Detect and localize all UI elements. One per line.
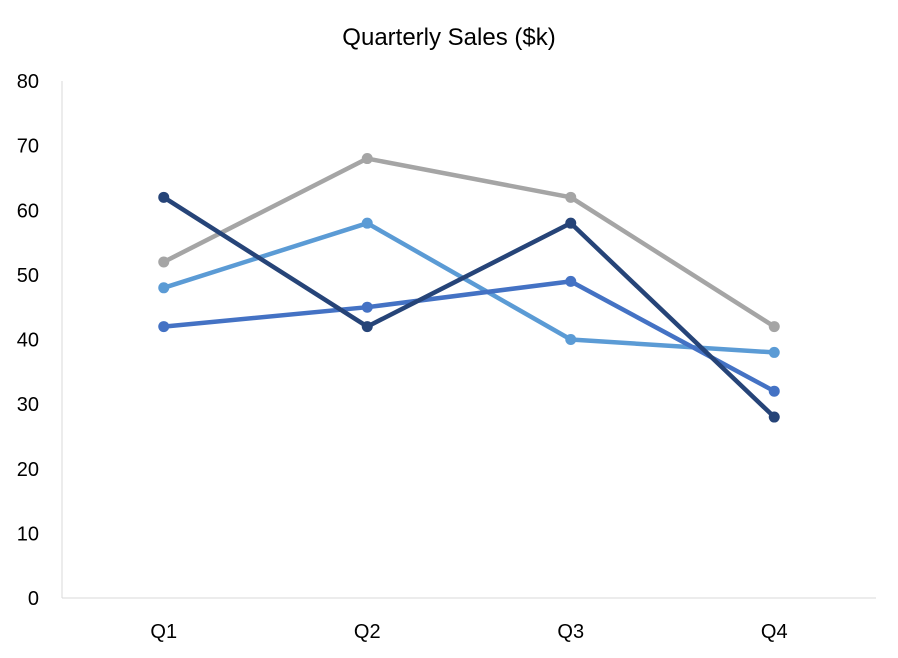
x-tick-label: Q4	[761, 621, 788, 643]
series-line	[161, 156, 777, 329]
data-point	[768, 411, 780, 423]
chart-title: Quarterly Sales ($k)	[342, 24, 555, 51]
data-point	[768, 385, 780, 397]
series-2	[158, 217, 780, 358]
x-tick-label: Q1	[150, 621, 177, 643]
x-tick-label: Q3	[557, 621, 584, 643]
x-tick-label: Q2	[354, 621, 381, 643]
series-line	[161, 195, 777, 420]
series-line	[161, 279, 777, 394]
data-point	[158, 191, 170, 203]
y-tick-label: 10	[17, 523, 39, 545]
y-tick-label: 40	[17, 330, 39, 352]
data-point	[158, 321, 170, 333]
series-group	[158, 153, 780, 423]
y-tick-label: 30	[17, 394, 39, 416]
data-point	[361, 217, 373, 229]
data-point	[565, 217, 577, 229]
data-point	[565, 191, 577, 203]
data-point	[361, 153, 373, 165]
series-1	[158, 153, 780, 333]
data-point	[361, 301, 373, 313]
data-point	[361, 321, 373, 333]
x-tick-labels: Q1 Q2 Q3 Q4	[150, 621, 787, 643]
data-point	[768, 346, 780, 358]
data-point	[565, 275, 577, 287]
data-point	[158, 256, 170, 268]
data-point	[768, 321, 780, 333]
y-tick-label: 80	[17, 71, 39, 93]
y-tick-label: 70	[17, 136, 39, 158]
data-point	[158, 282, 170, 294]
y-tick-labels: 0 10 20 30 40 50 60 70 80	[17, 71, 39, 610]
series-4	[158, 191, 780, 423]
y-tick-label: 50	[17, 265, 39, 287]
y-tick-label: 60	[17, 200, 39, 222]
data-point	[565, 334, 577, 345]
series-line	[161, 220, 777, 355]
y-tick-label: 20	[17, 459, 39, 481]
series-3	[158, 275, 780, 397]
y-tick-label: 0	[28, 588, 39, 610]
